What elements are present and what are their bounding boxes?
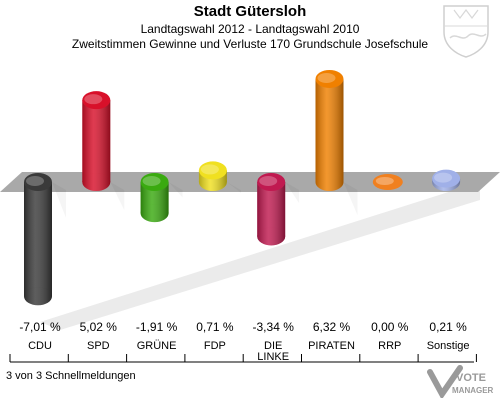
value-label-piraten: 6,32 %	[313, 320, 351, 334]
bar-rrp	[372, 174, 403, 190]
footnote: 3 von 3 Schnellmeldungen	[6, 370, 136, 382]
category-label-spd: SPD	[87, 340, 110, 352]
category-label-cdu: CDU	[28, 340, 52, 352]
bar-cap-spd	[82, 91, 111, 110]
value-label-cdu: -7,01 %	[19, 320, 61, 334]
chart-subtitle-election: Landtagswahl 2012 - Landtagswahl 2010	[140, 22, 360, 36]
coat-of-arms-icon	[443, 5, 489, 58]
category-label-sonstige: Sonstige	[427, 340, 470, 352]
bar-cap-sonstige	[432, 169, 461, 188]
category-label-die-linke: DIE LINKE	[257, 340, 289, 363]
category-label-piraten: PIRATEN	[308, 340, 355, 352]
bar-cap-piraten	[315, 69, 344, 88]
value-label-sonstige: 0,21 %	[429, 320, 467, 334]
svg-text:VOTE: VOTE	[456, 372, 486, 384]
chart-subtitle-district: Zweitstimmen Gewinne und Verluste 170 Gr…	[71, 37, 429, 51]
value-label-grüne: -1,91 %	[136, 320, 178, 334]
bar-cap-cdu	[24, 173, 52, 191]
category-label-rrp: RRP	[378, 340, 401, 352]
category-label-fdp: FDP	[204, 340, 226, 352]
bar-cap-grüne	[140, 173, 169, 191]
baseline-band	[0, 172, 500, 192]
vote-manager-logo: VOTE MANAGER	[427, 365, 494, 398]
value-label-rrp: 0,00 %	[371, 320, 409, 334]
value-label-die-linke: -3,34 %	[253, 320, 295, 334]
value-label-fdp: 0,71 %	[196, 320, 234, 334]
bar-cap-fdp	[198, 161, 227, 180]
chart-title: Stadt Gütersloh	[193, 3, 307, 20]
category-label-grüne: GRÜNE	[137, 340, 177, 352]
chart-shadow	[40, 182, 480, 330]
svg-text:MANAGER: MANAGER	[452, 386, 494, 395]
value-label-spd: 5,02 %	[80, 320, 118, 334]
bar-cap-die-linke	[257, 173, 286, 191]
